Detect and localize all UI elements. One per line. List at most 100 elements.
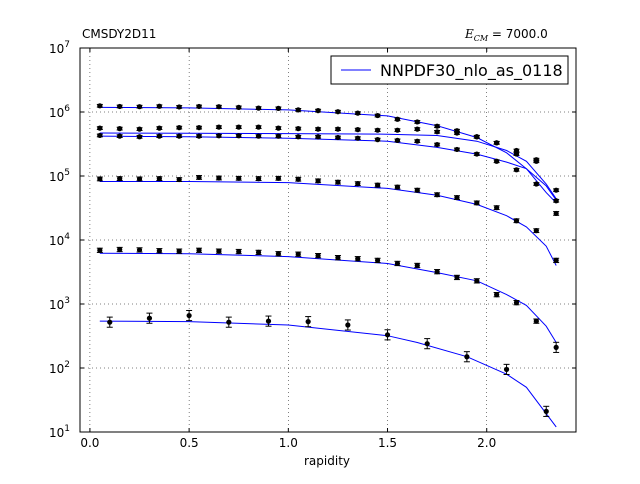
data-point xyxy=(553,187,559,193)
data-point xyxy=(454,146,460,153)
data-point xyxy=(434,269,440,275)
data-point xyxy=(414,126,420,132)
data-point xyxy=(295,176,301,182)
data-point xyxy=(226,319,232,325)
y-tick-label: 106 xyxy=(49,104,70,120)
theory-curves xyxy=(99,106,557,428)
data-point xyxy=(474,278,480,284)
data-point xyxy=(315,134,321,140)
data-point xyxy=(136,134,143,140)
data-point xyxy=(503,366,510,373)
data-point xyxy=(117,176,123,182)
data-point xyxy=(533,318,539,324)
energy-label: ECM = 7000.0 xyxy=(465,27,548,43)
data-point xyxy=(553,344,559,350)
data-point xyxy=(216,124,222,130)
data-point xyxy=(156,133,162,139)
data-point xyxy=(236,133,242,139)
data-point xyxy=(97,125,103,131)
energy-subscript: CM xyxy=(473,34,489,43)
data-point xyxy=(196,103,202,110)
data-point xyxy=(553,257,559,264)
data-point xyxy=(454,130,460,136)
data-point xyxy=(513,147,520,154)
data-point xyxy=(305,319,311,325)
data-point xyxy=(236,124,242,130)
x-tick-label: 2.0 xyxy=(477,436,496,450)
data-point xyxy=(474,200,480,206)
data-point xyxy=(414,262,420,269)
data-point xyxy=(454,274,460,281)
data-point xyxy=(434,123,440,129)
x-tick-label: 0.0 xyxy=(80,436,99,450)
data-point xyxy=(384,332,391,338)
data-point xyxy=(394,260,401,267)
data-point xyxy=(117,246,123,253)
y-tick-label: 102 xyxy=(49,360,70,376)
data-point xyxy=(196,174,202,181)
data-point xyxy=(335,255,341,261)
data-point xyxy=(255,176,262,182)
data-point xyxy=(156,125,162,131)
data-point xyxy=(513,218,520,224)
data-point xyxy=(146,315,153,321)
data-point xyxy=(355,181,361,187)
data-point xyxy=(265,318,272,324)
data-point xyxy=(424,341,430,347)
data-point xyxy=(176,248,182,254)
data-point xyxy=(454,194,460,201)
data-point xyxy=(176,125,182,131)
data-point xyxy=(414,187,420,193)
data-point xyxy=(394,116,401,122)
grid-layer xyxy=(80,47,576,433)
y-tick-label: 101 xyxy=(49,424,70,440)
data-point xyxy=(176,104,182,110)
data-point xyxy=(107,319,113,325)
data-point xyxy=(117,133,123,139)
data-point xyxy=(255,249,262,256)
data-point xyxy=(275,251,281,257)
data-point xyxy=(156,103,162,109)
data-point xyxy=(156,176,162,182)
theory-curve xyxy=(99,135,557,204)
data-point xyxy=(216,104,222,110)
data-point xyxy=(236,175,242,181)
data-points xyxy=(96,103,560,417)
data-point xyxy=(513,300,520,306)
data-point xyxy=(494,140,500,146)
data-point xyxy=(533,228,539,234)
data-point xyxy=(494,292,500,298)
data-point xyxy=(117,103,123,110)
data-point xyxy=(464,354,470,360)
data-point xyxy=(117,126,123,132)
energy-value: = 7000.0 xyxy=(491,27,548,41)
data-point xyxy=(355,135,361,141)
data-point xyxy=(543,408,549,414)
data-point xyxy=(434,129,440,135)
data-point xyxy=(355,256,361,262)
y-tick-label: 107 xyxy=(49,40,70,56)
data-point xyxy=(513,167,520,173)
legend-label: NNPDF30_nlo_as_0118 xyxy=(380,61,563,81)
data-point xyxy=(315,253,321,259)
data-point xyxy=(553,198,559,204)
data-point xyxy=(335,179,341,185)
data-point xyxy=(196,125,202,131)
data-point xyxy=(315,108,321,114)
data-point xyxy=(136,176,143,182)
data-point xyxy=(176,133,182,139)
x-tick-label: 1.5 xyxy=(378,436,397,450)
data-point xyxy=(97,247,103,253)
data-point xyxy=(394,137,401,143)
legend: NNPDF30_nlo_as_0118 xyxy=(330,55,569,85)
data-point xyxy=(315,178,321,184)
data-point xyxy=(533,157,539,163)
theory-curve xyxy=(99,106,557,201)
data-point xyxy=(375,182,381,188)
y-tick-label: 105 xyxy=(49,168,70,184)
data-point xyxy=(136,104,143,110)
data-point xyxy=(255,124,262,130)
data-point xyxy=(216,133,222,139)
data-point xyxy=(196,247,202,253)
